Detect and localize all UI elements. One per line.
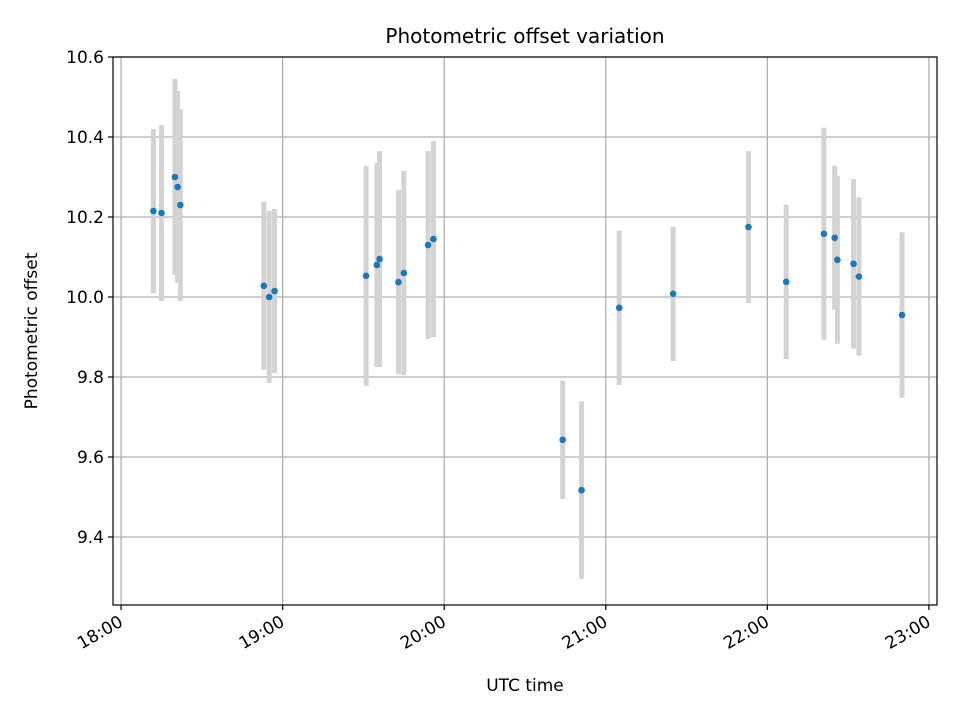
y-tick-label: 9.6 (77, 448, 104, 468)
y-tick-label: 10.0 (66, 288, 104, 308)
data-point (265, 293, 273, 301)
data-point (745, 223, 752, 231)
data-point (376, 255, 383, 263)
data-point (174, 183, 181, 191)
y-tick-label: 10.4 (66, 128, 104, 148)
data-point (782, 278, 790, 286)
y-tick-label: 10.2 (66, 208, 104, 228)
x-axis-title: UTC time (486, 676, 564, 696)
data-point (395, 278, 402, 286)
data-point (400, 269, 408, 277)
data-point (430, 235, 437, 243)
data-point (615, 304, 623, 312)
data-point (578, 486, 585, 494)
data-point (820, 230, 828, 238)
data-point (260, 282, 268, 290)
data-point (362, 272, 370, 280)
data-point (373, 261, 381, 269)
data-point (559, 436, 566, 444)
data-point (831, 234, 838, 242)
y-axis-title: Photometric offset (22, 252, 42, 409)
data-point (171, 173, 179, 181)
data-point (177, 201, 184, 209)
data-point (834, 256, 841, 264)
data-point (850, 260, 857, 268)
data-point (150, 207, 157, 215)
data-point (271, 287, 278, 295)
y-tick-label: 10.6 (66, 48, 104, 68)
data-point (669, 290, 677, 298)
chart-title: Photometric offset variation (385, 24, 664, 48)
data-point (158, 209, 165, 217)
data-point (424, 241, 432, 249)
data-points (150, 173, 906, 494)
y-tick-label: 9.4 (77, 528, 104, 548)
y-tick-label: 9.8 (77, 368, 104, 388)
data-point (898, 311, 906, 319)
y-axis-ticks: 9.4 9.6 9.8 10.0 10.2 10.4 10.6 (66, 48, 113, 548)
plot-area-frame (112, 56, 938, 606)
data-point (855, 273, 863, 280)
